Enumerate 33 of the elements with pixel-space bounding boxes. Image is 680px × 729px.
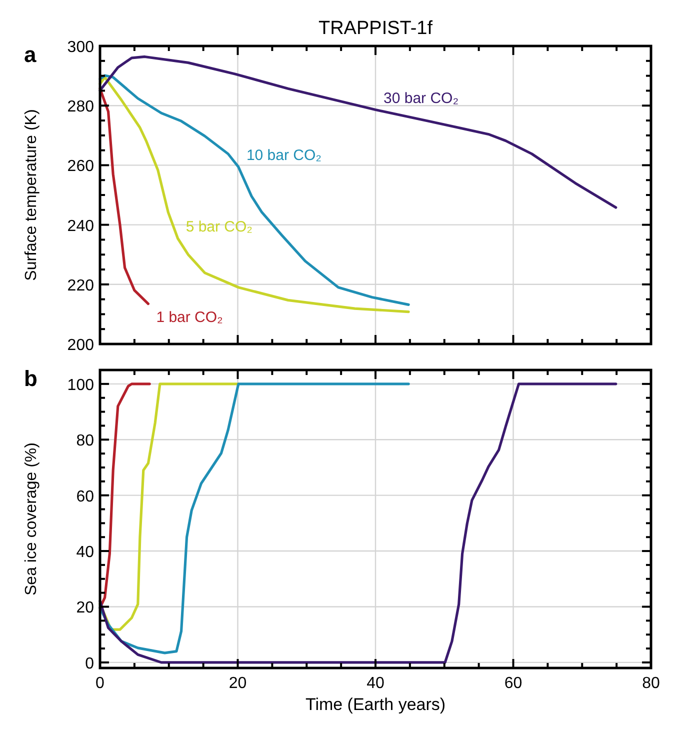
line-series bbox=[98, 55, 618, 209]
x-axis-title: Time (Earth years) bbox=[305, 695, 446, 714]
y-tick-label: 280 bbox=[67, 98, 94, 116]
y-tick-label: 240 bbox=[67, 218, 94, 235]
y-axis-title: Sea ice coverage (%) bbox=[23, 442, 40, 596]
chart-title: TRAPPIST-1f bbox=[318, 18, 434, 39]
line-series bbox=[98, 382, 151, 610]
y-tick-label: 220 bbox=[67, 277, 94, 294]
y-tick-label: 100 bbox=[67, 376, 94, 394]
line-series bbox=[98, 382, 618, 664]
y-tick-label: 200 bbox=[67, 337, 94, 354]
y-tick-label: 20 bbox=[76, 600, 94, 617]
series-label: 1 bar CO₂ bbox=[156, 308, 224, 326]
y-tick-label: 0 bbox=[85, 655, 94, 672]
y-tick-label: 40 bbox=[76, 544, 94, 562]
x-tick-label: 80 bbox=[642, 675, 660, 692]
x-tick-label: 0 bbox=[96, 675, 105, 692]
text: a bbox=[24, 42, 37, 67]
y-axis-title: Surface temperature (K) bbox=[23, 109, 40, 281]
line-series bbox=[98, 382, 410, 654]
text: b bbox=[24, 366, 38, 391]
series-label: 10 bar CO₂ bbox=[246, 146, 322, 164]
series-label: 30 bar CO₂ bbox=[384, 90, 459, 107]
y-tick-label: 260 bbox=[67, 158, 94, 176]
y-tick-label: 80 bbox=[76, 432, 94, 450]
line-series bbox=[98, 382, 240, 631]
x-tick-label: 40 bbox=[366, 675, 384, 692]
x-tick-label: 20 bbox=[228, 675, 247, 692]
x-tick-label: 60 bbox=[504, 675, 522, 692]
y-tick-label: 300 bbox=[67, 39, 94, 56]
series-label: 5 bar CO₂ bbox=[186, 218, 253, 236]
y-tick-label: 60 bbox=[76, 488, 94, 506]
line-series bbox=[98, 87, 150, 306]
